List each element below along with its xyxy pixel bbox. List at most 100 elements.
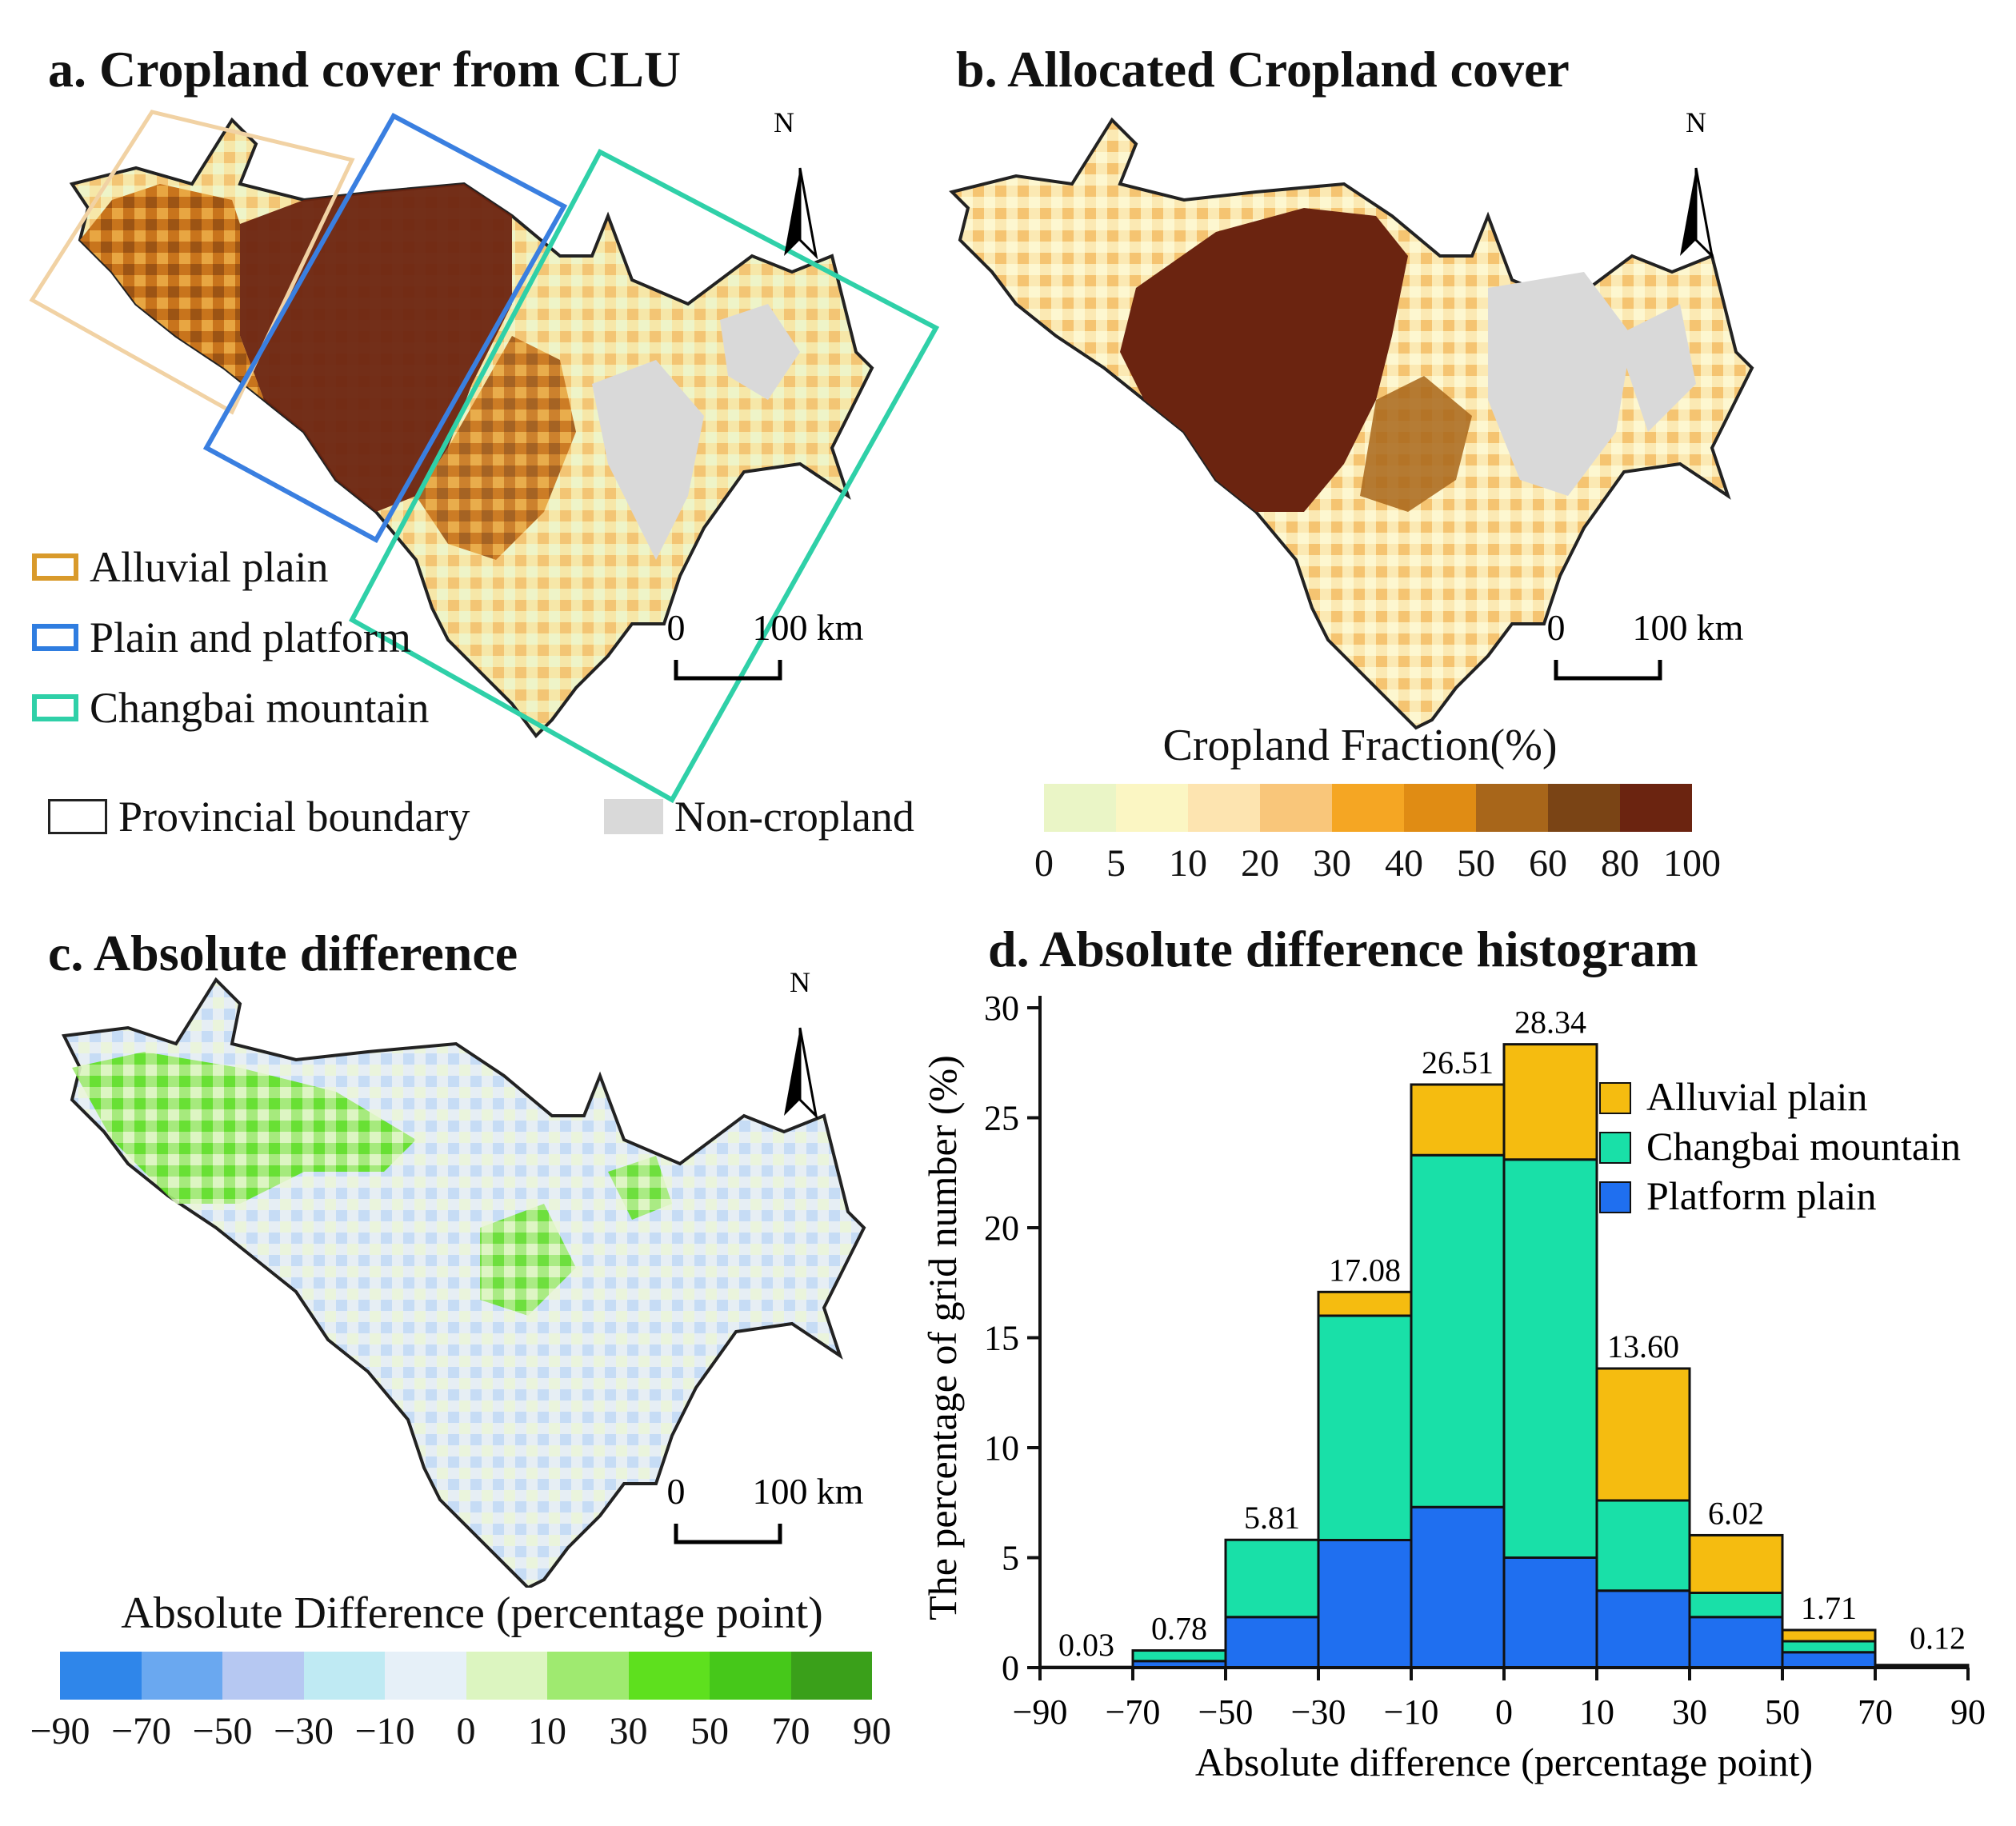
x-tick-label: 10 [1579, 1692, 1614, 1732]
scale-hundred: 100 [753, 1471, 808, 1512]
north-arrow-icon [1680, 167, 1714, 260]
colorbar-swatch [60, 1652, 142, 1700]
legend-label: Non-cropland [674, 793, 914, 841]
colorbar-swatch [1332, 784, 1404, 832]
north-arrow-icon [784, 1027, 818, 1120]
bar-segment [1874, 1664, 1970, 1667]
colorbar-c [60, 1652, 872, 1700]
legend-swatch [1599, 1181, 1631, 1213]
bar-total-label: 0.78 [1151, 1611, 1207, 1647]
scale-bar [1554, 660, 1662, 681]
colorbar-swatch [1476, 784, 1548, 832]
colorbar-c-title: Absolute Difference (percentage point) [121, 1588, 823, 1638]
bar-segment [1595, 1589, 1691, 1669]
colorbar-tick-label: 0 [456, 1710, 476, 1752]
scale-unit: km [1697, 607, 1744, 648]
legend-label: Plain and platform [90, 613, 411, 661]
x-tick-label: −30 [1291, 1692, 1346, 1732]
legend-alluvial-plain: Alluvial plain [32, 542, 328, 592]
scale-bar [674, 1524, 782, 1544]
scale-hundred: 100 [1633, 607, 1688, 648]
colorbar-tick-label: 70 [771, 1710, 810, 1752]
panel-b-map: N 0 100 km [949, 106, 1754, 730]
colorbar-tick-label: 50 [1457, 842, 1495, 885]
x-tick-label: −70 [1106, 1692, 1161, 1732]
colorbar-tick-label: −70 [110, 1710, 172, 1752]
y-tick-label: 30 [984, 989, 1019, 1028]
bar-segment [1688, 1616, 1784, 1669]
y-tick-label: 10 [984, 1428, 1019, 1468]
mid-cropland-area [416, 336, 576, 560]
positive-diff-area [608, 1156, 672, 1220]
colorbar-swatch [1620, 784, 1692, 832]
bar-segment [1781, 1628, 1877, 1643]
colorbar-swatch [710, 1652, 791, 1700]
legend-plain-platform: Plain and platform [32, 613, 411, 662]
y-tick-label: 5 [1002, 1539, 1019, 1578]
panel-c-title: c. Absolute difference [48, 925, 518, 981]
scale-zero: 0 [667, 1471, 686, 1512]
panel-a-title: a. Cropland cover from CLU [48, 41, 682, 98]
noncrop-area [592, 360, 704, 560]
bar-segment [1595, 1367, 1691, 1502]
x-tick-label: −50 [1198, 1692, 1254, 1732]
bar-total-label: 1.71 [1801, 1590, 1857, 1626]
legend-swatch-noncrop [604, 799, 663, 834]
bar-segment [1317, 1314, 1413, 1541]
north-label: N [774, 106, 794, 138]
bar-segment [1781, 1640, 1877, 1654]
colorbar-tick-label: 90 [853, 1710, 891, 1752]
plain-platform-box [202, 112, 568, 544]
colorbar-swatch [466, 1652, 547, 1700]
bar-segment [1224, 1616, 1320, 1669]
bar-segment [1781, 1651, 1877, 1669]
colorbar-tick-label: 5 [1106, 842, 1126, 885]
scale-zero: 0 [1547, 607, 1566, 648]
changbai-mountain-box [348, 148, 940, 804]
legend-label: Changbai mountain [90, 684, 430, 732]
north-label: N [1686, 106, 1706, 138]
colorbar-tick-label: −30 [273, 1710, 334, 1752]
scale-unit: km [817, 607, 864, 648]
bar-total-label: 28.34 [1514, 1005, 1586, 1041]
bar-total-label: 17.08 [1329, 1252, 1401, 1288]
colorbar-tick-label: 10 [1169, 842, 1207, 885]
legend-swatch-changbai [32, 694, 78, 721]
legend-label: Alluvial plain [1646, 1074, 1867, 1119]
colorbar-swatch [1044, 784, 1116, 832]
bar-segment [1317, 1290, 1413, 1317]
colorbar-tick-label: 100 [1663, 842, 1721, 885]
colorbar-tick-label: 0 [1034, 842, 1054, 885]
colorbar-swatch [790, 1652, 872, 1700]
colorbar-tick-label: −50 [192, 1710, 253, 1752]
north-label: N [790, 966, 810, 998]
colorbar-swatch [222, 1652, 304, 1700]
x-tick-label: 70 [1858, 1692, 1893, 1732]
colorbar-tick-label: 60 [1529, 842, 1567, 885]
scale-hundred: 100 [753, 607, 808, 648]
bar-total-label: 5.81 [1244, 1500, 1300, 1536]
legend-label: Provincial boundary [118, 793, 470, 841]
bar-segment [1410, 1505, 1506, 1669]
north-arrow-icon [784, 167, 818, 260]
x-tick-label: 30 [1672, 1692, 1707, 1732]
panel-b-title: b. Allocated Cropland cover [956, 41, 1570, 98]
colorbar-swatch [141, 1652, 222, 1700]
colorbar-swatch [385, 1652, 466, 1700]
legend-swatch-platform [32, 624, 78, 651]
histogram-chart: 0.03 0.78 5.81 17.08 26.51 28.34 13.60 6.02 1.71… [920, 989, 1986, 1784]
x-tick-label: −90 [1013, 1692, 1068, 1732]
legend-label: Changbai mountain [1646, 1124, 1961, 1169]
colorbar-swatch [1404, 784, 1476, 832]
legend-swatch-alluvial [32, 553, 78, 581]
legend-provincial-boundary: Provincial boundary [48, 792, 470, 841]
colorbar-tick-label: 20 [1241, 842, 1279, 885]
colorbar-tick-label: −10 [354, 1710, 415, 1752]
bar-segment [1502, 1556, 1598, 1669]
legend-changbai-mountain: Changbai mountain [32, 683, 429, 733]
bar-segment [1688, 1592, 1784, 1619]
bar-segment [1502, 1158, 1598, 1559]
bar-segment [1317, 1539, 1413, 1669]
noncrop-area [1488, 272, 1632, 496]
colorbar-b-title: Cropland Fraction(%) [1162, 721, 1558, 770]
